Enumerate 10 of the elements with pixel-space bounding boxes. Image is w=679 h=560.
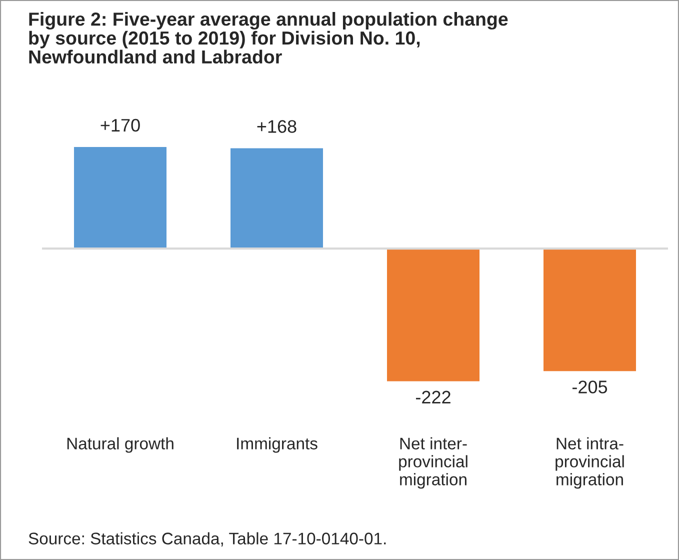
- data-label: +168: [257, 120, 296, 133]
- data-label: +170: [100, 118, 140, 132]
- chart-title: Figure 2: Five-year average annual population change by source (2015 to 2019) for Division No. 10, Newfoundland and Labrador: [29, 12, 508, 64]
- data-label: -222: [416, 390, 450, 404]
- x-tick-label: Net inter- provincial migration: [399, 437, 468, 489]
- x-tick-label: Natural growth: [67, 437, 174, 453]
- data-label: -205: [572, 380, 608, 394]
- x-tick-label: Net intra- provincial migration: [556, 437, 624, 489]
- source-note: Source: Statistics Canada, Table 17-10-0140-01.: [28, 532, 386, 546]
- x-tick-label: Immigrants: [237, 437, 318, 453]
